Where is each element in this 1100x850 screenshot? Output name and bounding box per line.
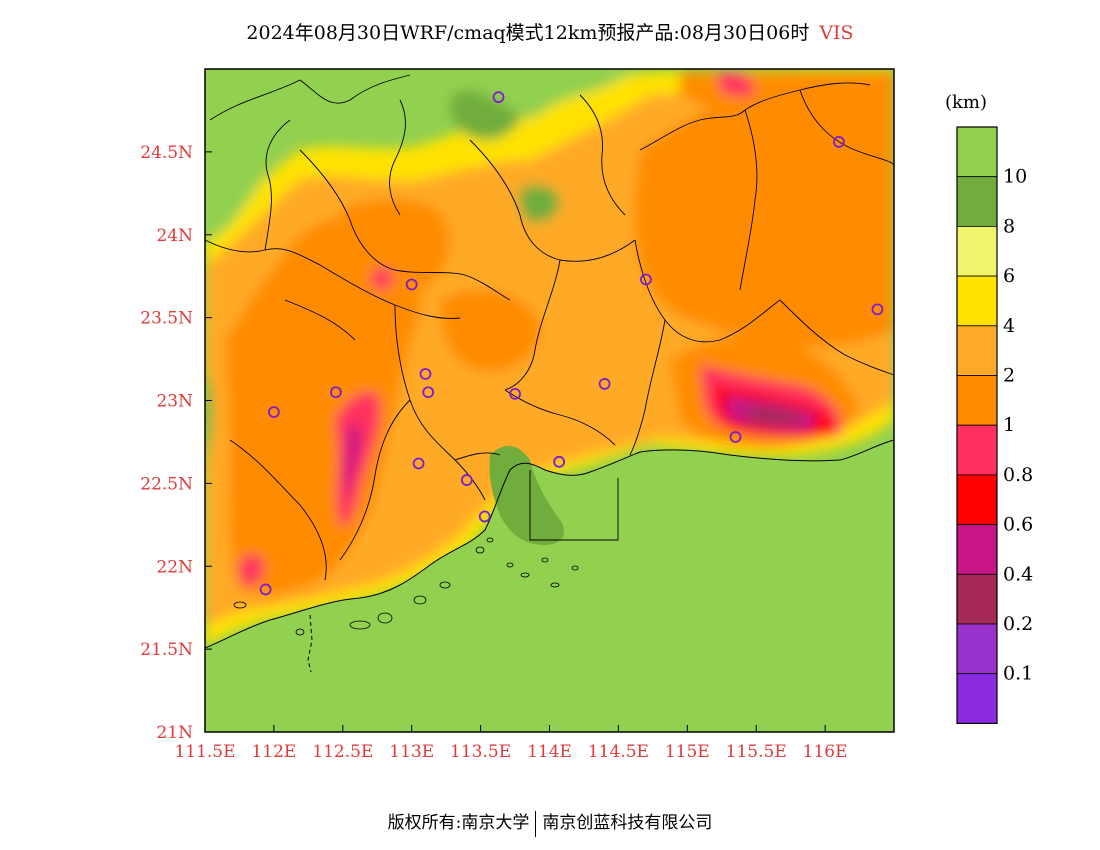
copyright-footer: 版权所有:南京大学 南京创蓝科技有限公司 bbox=[0, 808, 1100, 837]
station-marker bbox=[412, 457, 425, 470]
legend-swatch bbox=[956, 325, 998, 376]
field-orange-north bbox=[340, 198, 451, 294]
legend-swatch bbox=[956, 126, 998, 178]
y-tick-label: 24.5N bbox=[140, 143, 193, 163]
legend-frame bbox=[956, 126, 998, 725]
legend-swatch bbox=[956, 673, 998, 724]
copyright-company: 南京创蓝科技有限公司 bbox=[542, 813, 713, 833]
legend-label: 0.6 bbox=[1003, 514, 1033, 536]
legend-swatch bbox=[956, 176, 998, 227]
station-marker bbox=[492, 91, 505, 104]
station-marker bbox=[729, 431, 742, 443]
visibility-map bbox=[205, 69, 894, 732]
x-tick-label: 115E bbox=[665, 742, 710, 762]
station-marker bbox=[871, 303, 884, 316]
x-tick-label: 112.5E bbox=[312, 742, 373, 762]
y-tick-label: 21N bbox=[156, 723, 193, 743]
color-legend: (km) 10 8 6 4 2 1 0.8 0.6 0.4 0.2 0.1 bbox=[945, 92, 1033, 725]
y-tick-label: 24N bbox=[156, 226, 193, 246]
field-green-west bbox=[205, 69, 320, 242]
field-plum-huidong bbox=[745, 407, 805, 425]
legend-unit: (km) bbox=[945, 92, 987, 113]
y-tick-label: 21.5N bbox=[140, 640, 193, 660]
station-marker bbox=[259, 583, 272, 596]
station-marker bbox=[509, 387, 521, 400]
station-marker bbox=[598, 378, 611, 390]
legend-label: 10 bbox=[1003, 166, 1027, 188]
title-main: 2024年08月30日WRF/cmaq模式12km预报产品:08月30日06时 bbox=[246, 22, 810, 44]
x-tick-label: 114E bbox=[527, 742, 572, 762]
legend-swatch bbox=[956, 375, 998, 426]
title-variable: VIS bbox=[819, 22, 854, 44]
station-marker bbox=[405, 278, 418, 291]
legend-swatch bbox=[956, 275, 998, 327]
sea-overlay bbox=[205, 440, 894, 732]
x-tick-label: 114.5E bbox=[588, 742, 649, 762]
field-pink-yangjiang bbox=[238, 554, 265, 587]
x-tick-label: 116E bbox=[803, 742, 848, 762]
x-tick-label: 113.5E bbox=[450, 742, 511, 762]
y-tick-label: 22N bbox=[156, 557, 193, 577]
field-orange-west bbox=[225, 217, 422, 596]
legend-label: 0.2 bbox=[1003, 613, 1033, 635]
station-marker bbox=[419, 368, 432, 380]
islands bbox=[233, 537, 579, 636]
x-tick-label: 113E bbox=[389, 742, 434, 762]
legend-swatch bbox=[956, 524, 998, 575]
y-tick-label: 23.5N bbox=[140, 309, 193, 329]
legend-label: 6 bbox=[1003, 265, 1015, 287]
station-marker bbox=[330, 386, 342, 399]
station-marker bbox=[460, 474, 473, 486]
x-axis: 111.5E 112E 112.5E 113E 113.5E 114E 114.5E 115E… bbox=[174, 725, 848, 762]
field-magenta-zhaoqing bbox=[344, 424, 361, 500]
field-pink-northeast bbox=[718, 71, 755, 97]
x-tick-label: 111.5E bbox=[174, 742, 235, 762]
legend-label: 0.4 bbox=[1003, 563, 1033, 585]
field-orange-east bbox=[633, 93, 894, 347]
coastline bbox=[205, 439, 894, 673]
legend-swatch bbox=[956, 623, 998, 675]
legend-label: 0.1 bbox=[1003, 663, 1033, 685]
station-marker bbox=[267, 406, 280, 419]
map-title: 2024年08月30日WRF/cmaq模式12km预报产品:08月30日06时 V… bbox=[0, 18, 1100, 45]
y-tick-label: 22.5N bbox=[140, 474, 193, 494]
station-marker bbox=[553, 455, 566, 468]
y-tick-label: 23N bbox=[156, 392, 193, 412]
footer-separator bbox=[535, 810, 537, 837]
field-pink-north bbox=[372, 268, 394, 290]
station-markers bbox=[259, 91, 884, 596]
y-axis: 21N 21.5N 22N 22.5N 23N 23.5N 24N 24.5N bbox=[140, 143, 212, 743]
station-marker bbox=[832, 136, 845, 148]
field-green-north-center bbox=[360, 69, 640, 120]
legend-swatch bbox=[956, 225, 998, 277]
station-marker bbox=[478, 510, 491, 523]
legend-label: 4 bbox=[1003, 315, 1015, 337]
x-tick-label: 112E bbox=[251, 742, 296, 762]
legend-label: 0.8 bbox=[1003, 464, 1033, 486]
estuary bbox=[489, 445, 565, 545]
station-marker bbox=[640, 273, 652, 286]
legend-label: 1 bbox=[1003, 414, 1015, 436]
x-tick-label: 115.5E bbox=[726, 742, 787, 762]
legend-swatch bbox=[956, 573, 998, 625]
legend-swatch bbox=[956, 424, 998, 476]
visibility-fields bbox=[205, 69, 894, 648]
station-marker bbox=[422, 386, 435, 399]
copyright-owner: 版权所有:南京大学 bbox=[387, 813, 530, 833]
legend-label: 2 bbox=[1003, 365, 1015, 387]
field-green-west-coast bbox=[205, 370, 213, 465]
legend-label: 8 bbox=[1003, 215, 1015, 237]
legend-swatch bbox=[956, 474, 998, 525]
field-green-northeast bbox=[518, 184, 560, 223]
admin-boundaries bbox=[205, 74, 894, 581]
field-orange-center bbox=[440, 289, 541, 372]
